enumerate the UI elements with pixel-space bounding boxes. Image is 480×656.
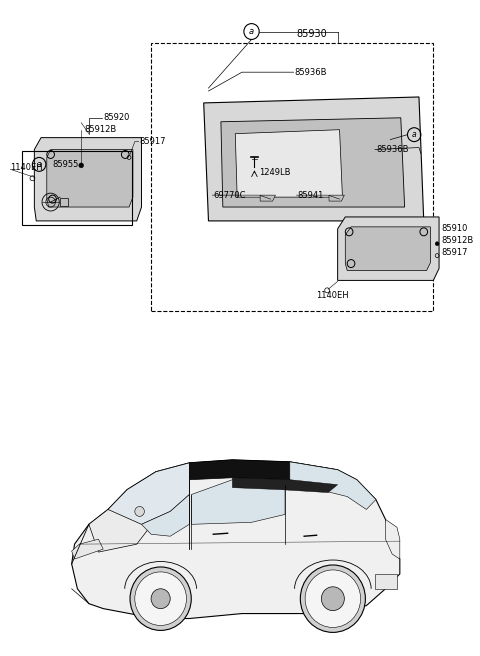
Polygon shape: [189, 460, 337, 485]
Circle shape: [79, 163, 84, 168]
Circle shape: [435, 242, 439, 246]
Circle shape: [135, 572, 186, 625]
Polygon shape: [142, 495, 189, 536]
Polygon shape: [89, 472, 156, 552]
Text: 85936B: 85936B: [295, 68, 327, 77]
Text: 1249LB: 1249LB: [259, 168, 291, 177]
Circle shape: [322, 586, 344, 611]
Polygon shape: [345, 227, 431, 270]
Polygon shape: [290, 462, 376, 510]
Text: 85920: 85920: [103, 113, 130, 122]
Circle shape: [300, 565, 365, 632]
Text: 85917: 85917: [140, 137, 166, 146]
Circle shape: [151, 589, 170, 609]
Circle shape: [305, 570, 360, 627]
Polygon shape: [221, 118, 405, 207]
Polygon shape: [72, 460, 400, 619]
Text: 85917: 85917: [441, 248, 468, 257]
Polygon shape: [108, 463, 189, 524]
Text: 85912B: 85912B: [84, 125, 116, 134]
FancyBboxPatch shape: [375, 575, 397, 589]
Polygon shape: [337, 217, 439, 280]
Text: 1140EH: 1140EH: [11, 163, 43, 172]
Polygon shape: [235, 130, 342, 197]
Text: a: a: [412, 130, 417, 139]
Text: 85936B: 85936B: [376, 145, 408, 154]
Polygon shape: [204, 97, 424, 221]
Polygon shape: [329, 195, 344, 201]
Circle shape: [135, 506, 144, 516]
Polygon shape: [35, 138, 142, 221]
Polygon shape: [385, 520, 400, 559]
FancyBboxPatch shape: [60, 198, 68, 206]
Text: 85955: 85955: [52, 160, 79, 169]
Polygon shape: [191, 480, 285, 524]
Text: 85930: 85930: [296, 30, 327, 39]
Polygon shape: [72, 539, 103, 559]
Polygon shape: [47, 150, 133, 207]
Text: 1140EH: 1140EH: [316, 291, 349, 300]
Text: 85941: 85941: [298, 191, 324, 199]
Text: 85910: 85910: [441, 224, 468, 234]
Polygon shape: [232, 478, 337, 493]
Text: a: a: [249, 27, 254, 36]
Text: a: a: [37, 160, 41, 169]
Text: 69770C: 69770C: [213, 191, 246, 199]
Text: 85912B: 85912B: [441, 236, 473, 245]
Circle shape: [130, 567, 191, 630]
Polygon shape: [260, 195, 276, 201]
